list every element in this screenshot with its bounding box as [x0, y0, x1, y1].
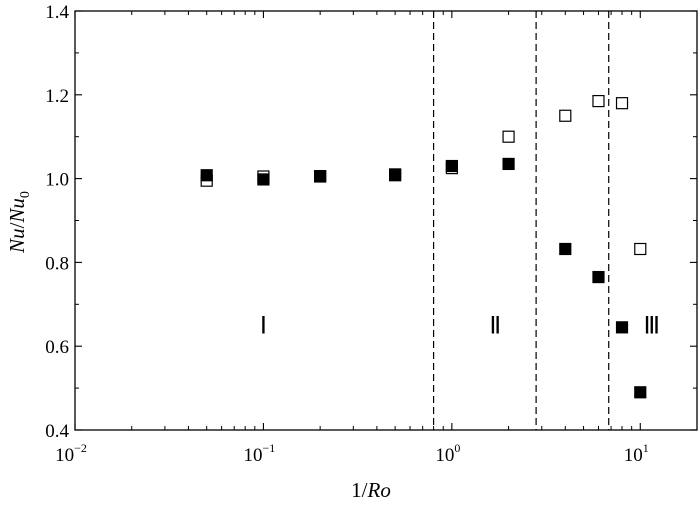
y-axis-label-part1: Nu — [5, 228, 29, 254]
x-tick-labels: 10−2 10−1 100 101 — [55, 441, 649, 466]
region-label: Ⅰ — [260, 313, 267, 339]
y-tick-label: 1.4 — [45, 2, 69, 23]
filled-square-point — [615, 321, 629, 334]
filled-square-point — [314, 169, 327, 183]
y-tick-label: 0.6 — [45, 337, 69, 358]
x-tick-label: 10−2 — [55, 441, 87, 466]
filled-square-point — [559, 242, 572, 256]
plot-border — [74, 10, 698, 431]
y-axis-label: Nu/Nu0 — [5, 191, 33, 254]
y-axis-label-subscript: 0 — [18, 191, 33, 198]
region-label: Ⅲ — [643, 313, 660, 339]
x-axis-label-prefix: 1/ — [351, 478, 368, 502]
filled-square-point — [634, 386, 647, 399]
open-square-point — [559, 109, 572, 122]
y-axis-label-part2: Nu — [5, 198, 29, 224]
open-square-point — [634, 242, 647, 256]
x-axis-label: 1/Ro — [351, 478, 391, 502]
open-square-point — [615, 97, 629, 110]
region-labels: Ⅰ Ⅱ Ⅲ — [260, 313, 660, 339]
axis-ticks — [74, 10, 698, 431]
region-dividers — [432, 11, 610, 430]
y-tick-label: 1.2 — [45, 86, 69, 107]
y-tick-labels: 0.4 0.6 0.8 1.0 1.2 1.4 — [45, 2, 69, 442]
x-axis-label-italic: Ro — [367, 478, 391, 502]
x-tick-label: 10−1 — [244, 441, 276, 466]
region-label: Ⅱ — [489, 313, 501, 339]
y-tick-label: 0.4 — [45, 421, 69, 442]
open-square-point — [592, 94, 605, 108]
filled-square-point — [592, 270, 605, 284]
filled-square-point — [502, 157, 515, 171]
filled-square-point — [389, 168, 402, 181]
x-tick-label: 101 — [624, 441, 649, 466]
filled-square-point — [445, 159, 458, 173]
y-axis-label-slash: / — [5, 222, 29, 228]
data-points — [200, 94, 647, 399]
plot-frame — [74, 10, 698, 431]
y-tick-label: 1.0 — [45, 170, 69, 191]
filled-square-point — [200, 169, 213, 182]
y-tick-label: 0.8 — [45, 253, 69, 274]
open-square-point — [502, 130, 515, 143]
filled-square-point — [257, 173, 270, 186]
x-tick-label: 100 — [435, 441, 460, 466]
